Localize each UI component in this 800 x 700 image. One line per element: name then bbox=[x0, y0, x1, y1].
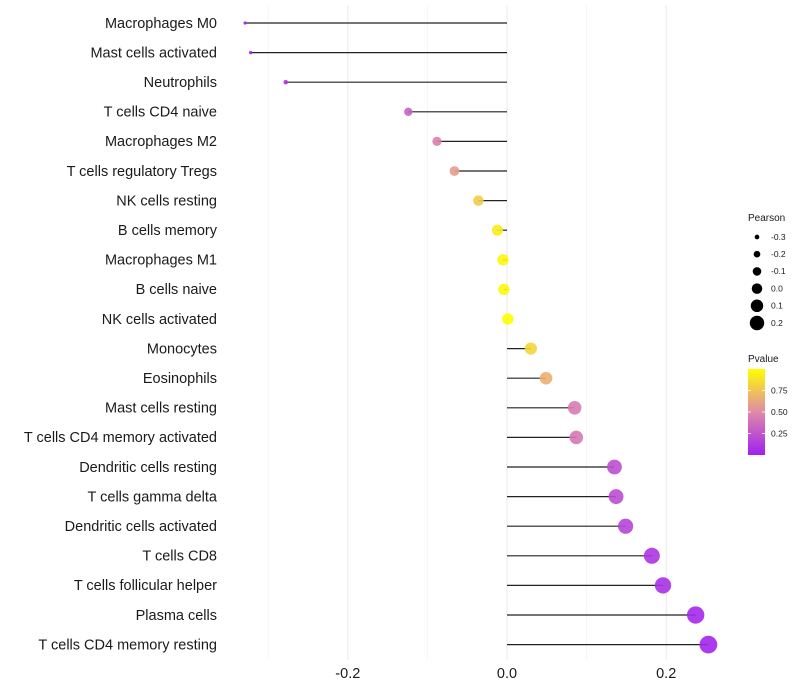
legend-size-key bbox=[749, 315, 765, 331]
data-point bbox=[654, 577, 672, 594]
y-tick-label: B cells memory bbox=[118, 223, 218, 239]
y-tick-label: T cells CD8 bbox=[142, 549, 217, 565]
y-tick-label: Plasma cells bbox=[136, 608, 217, 624]
data-point bbox=[569, 430, 584, 445]
y-tick-label: Eosinophils bbox=[143, 371, 217, 387]
x-axis-ticks: -0.2 0.0 0.2 bbox=[335, 666, 676, 682]
y-tick-label: Dendritic cells activated bbox=[65, 519, 217, 535]
y-tick-label: T cells gamma delta bbox=[88, 489, 218, 505]
y-tick-label: Macrophages M0 bbox=[105, 16, 217, 32]
legend-size-label: 0.1 bbox=[771, 301, 783, 311]
legend-size-key bbox=[751, 283, 763, 294]
legend-size-key bbox=[754, 234, 760, 240]
x-tick-label: 0.0 bbox=[497, 666, 517, 682]
pvalue-colorbar bbox=[748, 369, 765, 455]
data-point bbox=[699, 635, 718, 654]
grid-lines bbox=[267, 5, 667, 660]
legend-size-label: 0.0 bbox=[771, 283, 783, 293]
legend-color-label: 0.25 bbox=[771, 428, 788, 438]
y-tick-label: T cells CD4 naive bbox=[104, 105, 217, 121]
legend-size-label: -0.1 bbox=[771, 266, 786, 276]
data-point bbox=[502, 313, 514, 325]
data-point bbox=[404, 107, 413, 116]
y-tick-label: T cells regulatory Tregs bbox=[67, 164, 217, 180]
data-point bbox=[539, 371, 553, 385]
data-point bbox=[248, 50, 253, 55]
legend-size-label: 0.2 bbox=[771, 318, 783, 328]
y-axis-labels: Macrophages M0 Mast cells activated Neutro… bbox=[24, 16, 218, 654]
data-point bbox=[243, 21, 247, 25]
y-tick-label: T cells follicular helper bbox=[74, 578, 217, 594]
data-point bbox=[491, 224, 504, 236]
legend-pearson-title: Pearson bbox=[748, 213, 785, 224]
data-point bbox=[432, 136, 442, 147]
legend-color-label: 0.75 bbox=[771, 385, 788, 395]
points bbox=[243, 21, 718, 654]
data-point bbox=[524, 342, 537, 355]
x-tick-label: 0.2 bbox=[656, 666, 676, 682]
data-point bbox=[686, 606, 705, 624]
data-point bbox=[567, 401, 582, 415]
legend-pvalue-title: Pvalue bbox=[748, 354, 779, 365]
legend-size-label: -0.3 bbox=[771, 232, 786, 242]
legend-size-key bbox=[750, 299, 764, 313]
y-tick-label: Neutrophils bbox=[144, 75, 217, 91]
data-point bbox=[449, 166, 460, 176]
data-point bbox=[618, 518, 634, 534]
y-tick-label: T cells CD4 memory resting bbox=[38, 637, 217, 653]
x-tick-label: -0.2 bbox=[335, 666, 360, 682]
data-point bbox=[498, 283, 510, 296]
y-tick-label: NK cells resting bbox=[116, 193, 217, 209]
y-tick-label: NK cells activated bbox=[102, 312, 217, 328]
data-point bbox=[473, 195, 484, 206]
stems bbox=[245, 22, 709, 646]
data-point bbox=[283, 79, 288, 85]
legend-color-label: 0.50 bbox=[771, 407, 788, 417]
legend-pearson: Pearson -0.3 -0.2 -0.1 0.0 0.1 0.2 bbox=[748, 213, 786, 331]
legend-size-key bbox=[752, 267, 762, 276]
data-point bbox=[497, 254, 509, 266]
data-point bbox=[643, 547, 660, 564]
legend-pvalue: Pvalue 0.25 0.50 0.75 bbox=[748, 354, 788, 455]
y-tick-label: B cells naive bbox=[136, 282, 217, 298]
legend-size-label: -0.2 bbox=[771, 249, 786, 259]
data-point bbox=[607, 459, 622, 475]
y-tick-label: T cells CD4 memory activated bbox=[24, 430, 217, 446]
y-tick-label: Dendritic cells resting bbox=[79, 460, 217, 476]
y-tick-label: Macrophages M2 bbox=[105, 134, 217, 150]
y-tick-label: Mast cells resting bbox=[105, 401, 217, 417]
data-point bbox=[608, 489, 624, 505]
legend-size-key bbox=[753, 250, 761, 258]
y-tick-label: Mast cells activated bbox=[90, 45, 217, 61]
y-tick-label: Monocytes bbox=[147, 341, 217, 357]
y-tick-label: Macrophages M1 bbox=[105, 253, 217, 269]
